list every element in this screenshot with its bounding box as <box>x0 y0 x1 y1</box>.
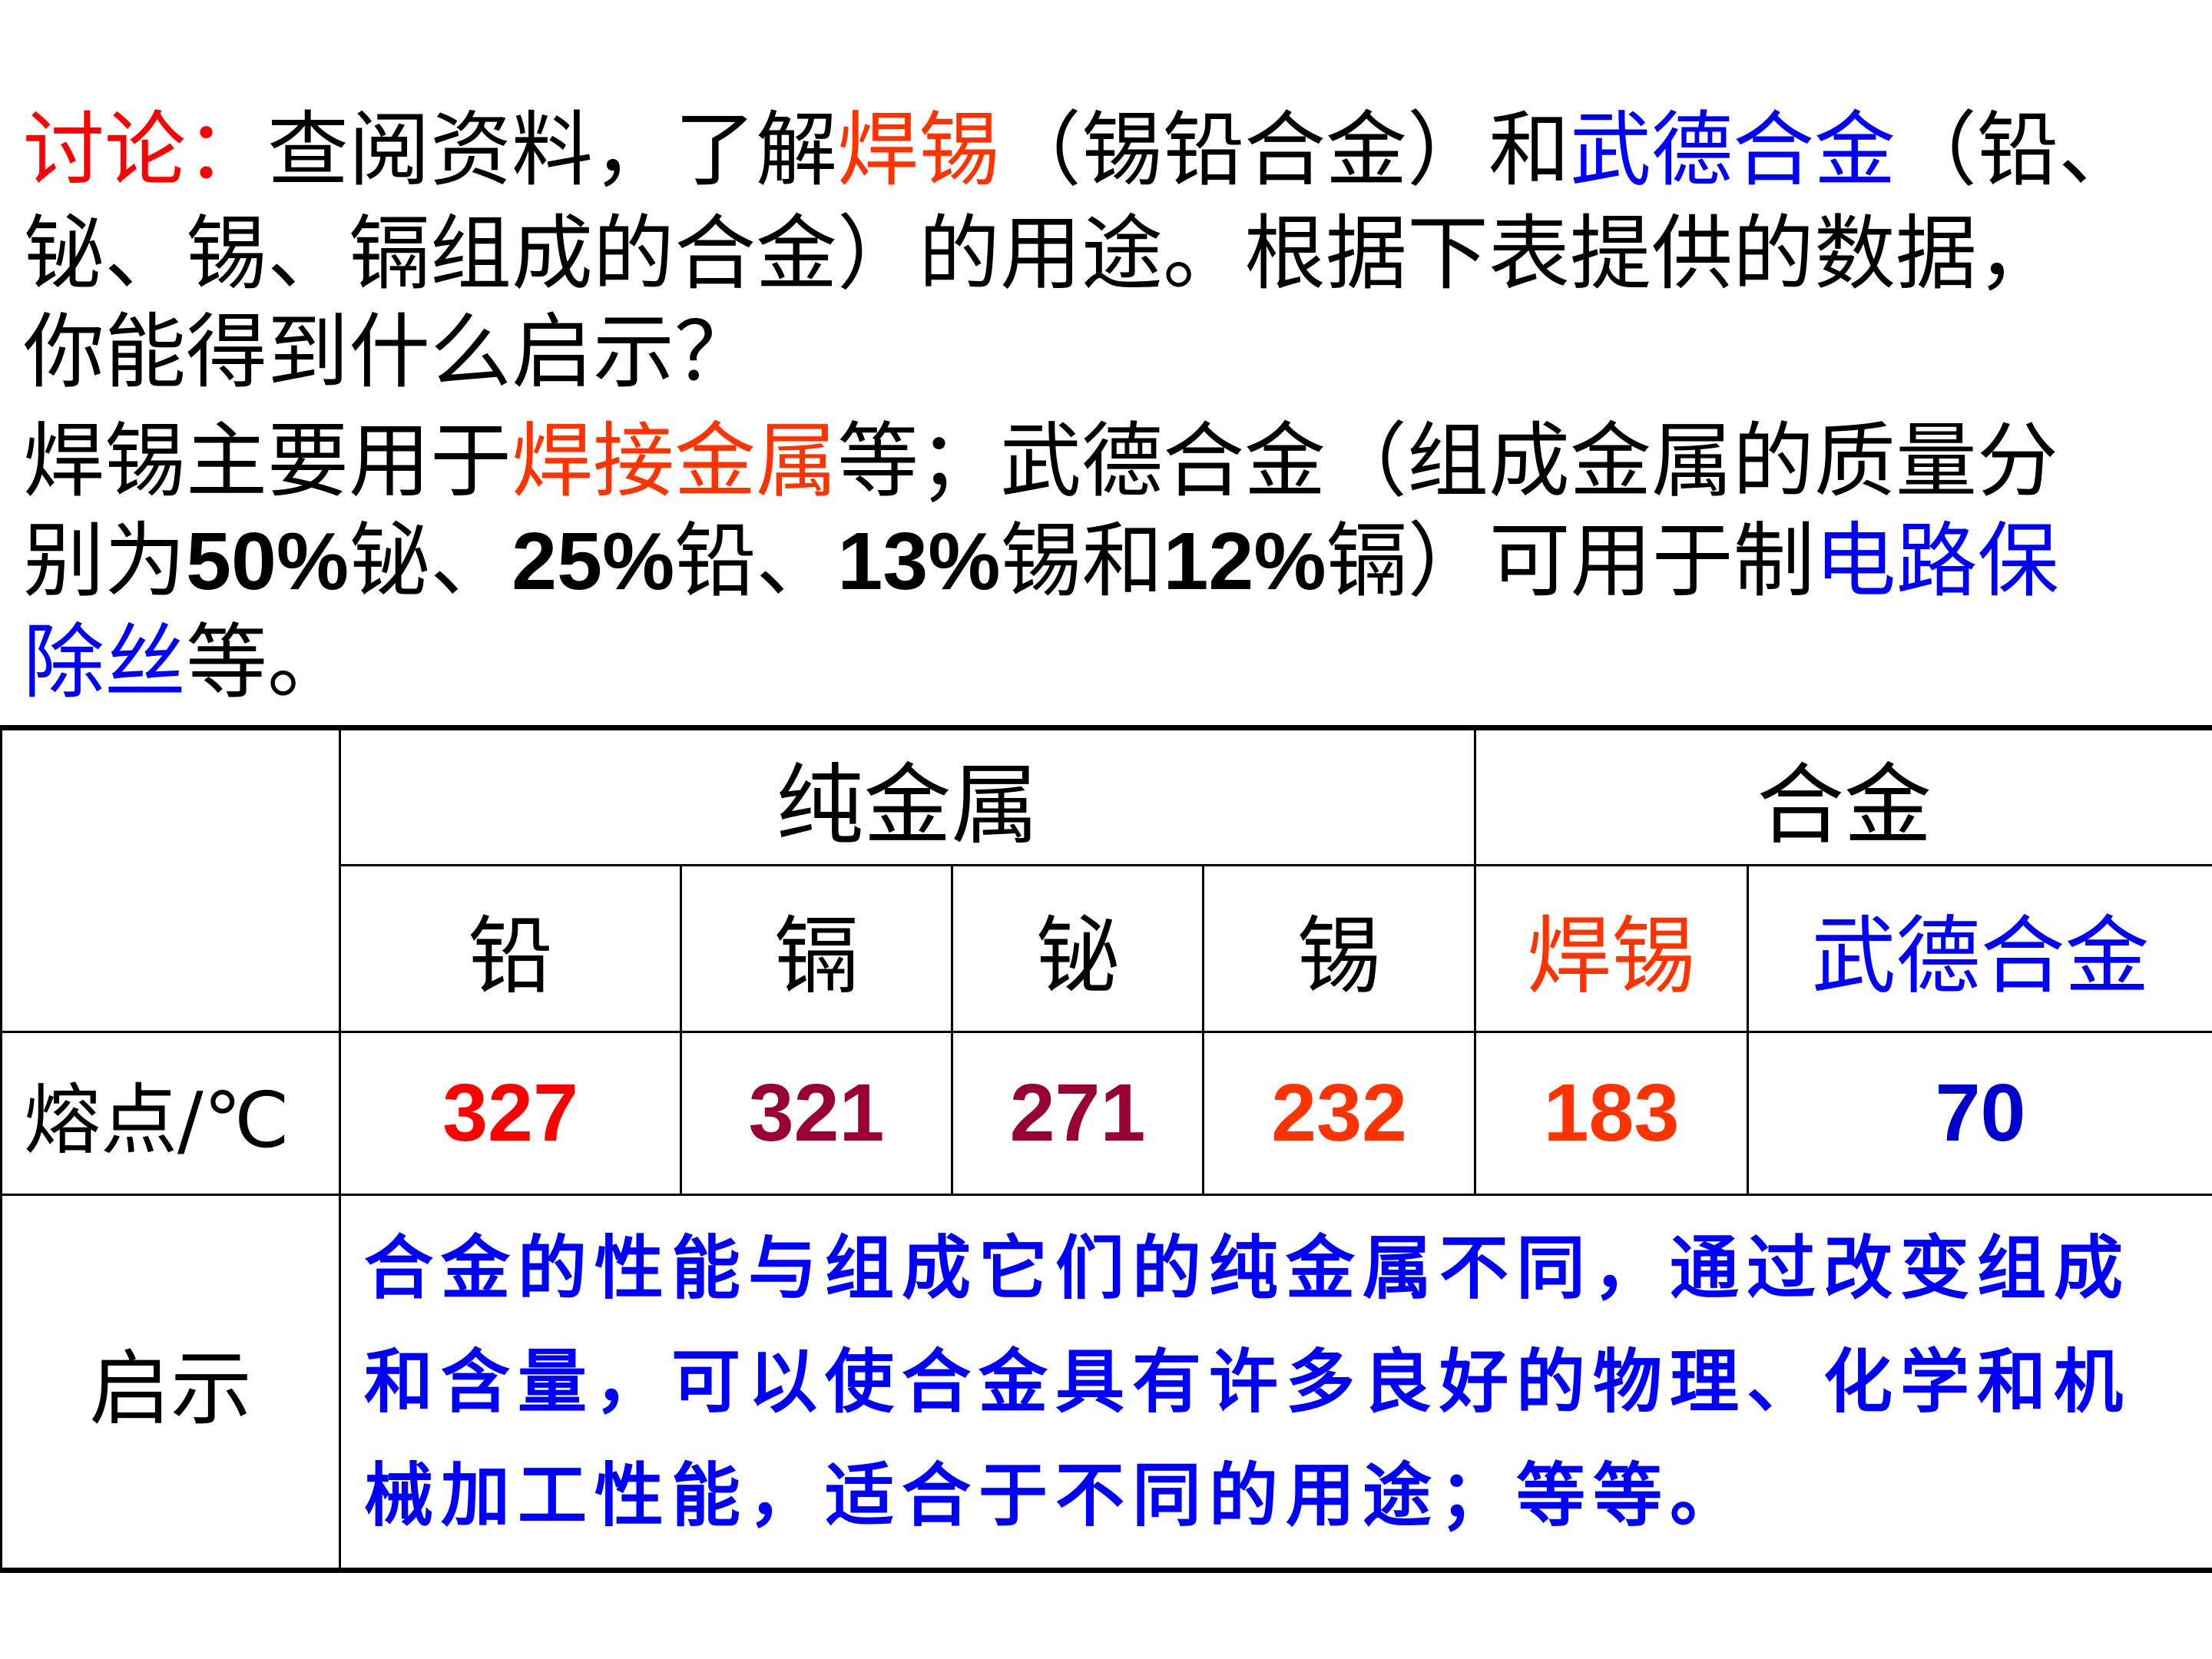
column-header: 铋 <box>951 864 1204 1033</box>
text-segment: 焊锡 <box>837 103 1000 197</box>
text-segment: 铋、锡、镉组成的合金）的用途。根据下表提供的数据， <box>23 207 2058 301</box>
text-segment: 13% <box>837 516 1001 607</box>
text-segment: 12% <box>1163 516 1326 607</box>
column-header: 焊锡 <box>1474 864 1750 1033</box>
intro-line: 焊锡主要用于焊接金属等；武德合金（组成金属的质量分 <box>23 411 2212 512</box>
text-segment: 等；武德合金（组成金属的质量分 <box>837 414 2058 508</box>
text-segment: 等。 <box>186 615 349 710</box>
column-header: 铅 <box>339 864 682 1033</box>
intro-line: 铋、锡、镉组成的合金）的用途。根据下表提供的数据， <box>23 204 2212 305</box>
melting-point-value: 271 <box>951 1031 1204 1196</box>
text-segment: 除丝 <box>23 615 186 710</box>
text-segment: （锡铅合金）和 <box>1000 103 1570 197</box>
melting-point-table: 纯金属 合金 铅镉铋锡焊锡 武德合金 熔点/℃ 327 321 271 232 183 70… <box>0 725 2212 1573</box>
text-segment: 25% <box>512 516 675 607</box>
text-segment: 别为 <box>23 514 186 608</box>
melting-point-value: 321 <box>680 1031 953 1196</box>
melting-point-label: 熔点/℃ <box>0 1031 341 1196</box>
text-segment: 你能得到什么启示？ <box>23 305 756 399</box>
insight-text: 合金的性能与组成它们的纯金属不同，通过改变组成和含量，可以使合金具有许多良好的物… <box>338 1194 2212 1571</box>
text-segment: 焊接金属 <box>512 414 837 508</box>
text-segment: 电路保 <box>1814 514 2059 608</box>
text-segment: 焊锡主要用于 <box>23 414 512 508</box>
text-segment: 镉）可用于制 <box>1326 514 1815 608</box>
intro-line: 除丝等。 <box>23 612 2212 714</box>
intro-line: 讨论：查阅资料，了解焊锡（锡铅合金）和武德合金（铅、 <box>23 100 2212 201</box>
corner-cell <box>0 727 341 1033</box>
header-alloys: 合金 <box>1474 727 2212 866</box>
text-segment: 查阅资料，了解 <box>267 103 837 197</box>
melting-point-value: 327 <box>339 1031 682 1196</box>
text-segment: 锡和 <box>1000 514 1164 608</box>
text-segment: （铅、 <box>1896 103 2140 197</box>
insight-label: 启示 <box>0 1194 341 1571</box>
intro-line: 别为50%铋、25%铅、13%锡和12%镉）可用于制电路保 <box>23 511 2212 612</box>
text-segment: 50% <box>186 516 349 607</box>
melting-point-value: 70 <box>1747 1031 2212 1196</box>
text-segment: 铋、 <box>349 514 512 608</box>
text-segment: 铅、 <box>674 514 838 608</box>
header-pure-metals: 纯金属 <box>338 727 1477 866</box>
column-header: 武德合金 <box>1747 864 2212 1033</box>
column-header: 镉 <box>680 864 953 1033</box>
text-segment: 武德合金 <box>1570 103 1896 197</box>
melting-point-value: 183 <box>1474 1031 1750 1196</box>
column-header: 锡 <box>1201 864 1477 1033</box>
melting-point-value: 232 <box>1201 1031 1477 1196</box>
intro-line: 你能得到什么启示？ <box>23 302 2212 403</box>
text-segment: 讨论： <box>23 103 267 197</box>
